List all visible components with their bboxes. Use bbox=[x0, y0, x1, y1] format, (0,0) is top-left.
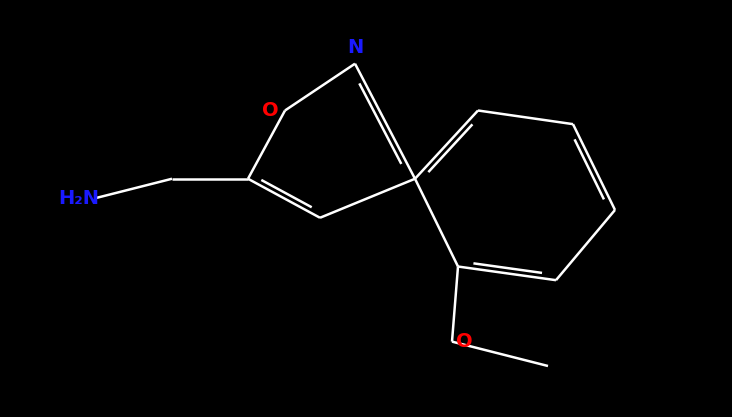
Text: O: O bbox=[262, 101, 278, 120]
Text: O: O bbox=[456, 332, 473, 351]
Text: H₂N: H₂N bbox=[58, 189, 99, 208]
Text: N: N bbox=[347, 38, 363, 57]
